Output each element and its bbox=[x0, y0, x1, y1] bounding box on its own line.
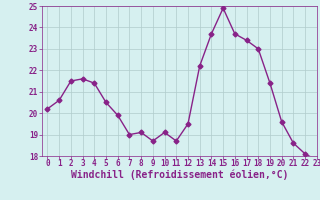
X-axis label: Windchill (Refroidissement éolien,°C): Windchill (Refroidissement éolien,°C) bbox=[70, 170, 288, 180]
